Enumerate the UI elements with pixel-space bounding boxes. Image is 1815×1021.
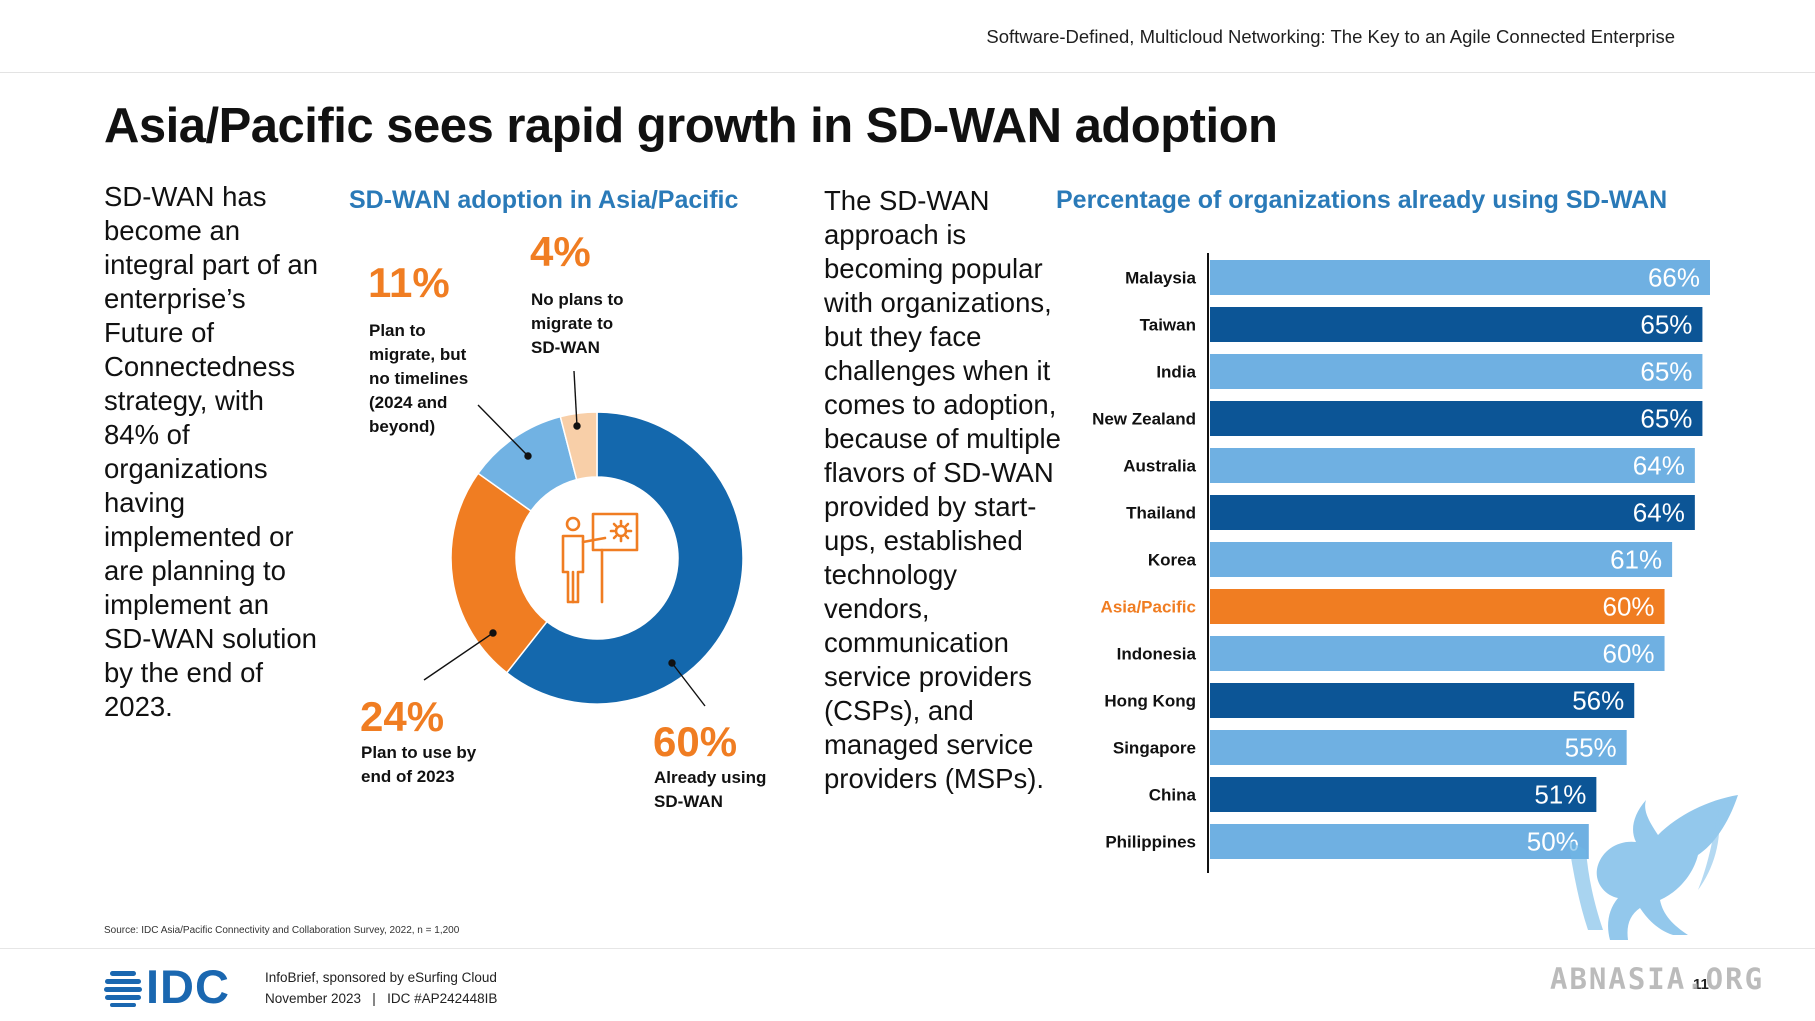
bar-hong-kong bbox=[1210, 683, 1635, 718]
bar-value-label: 60% bbox=[1602, 639, 1654, 669]
bar-rows: Malaysia 66% Taiwan 65% India 65% New Zealand 6… bbox=[1092, 260, 1710, 859]
category-label: Taiwan bbox=[1140, 316, 1196, 335]
leader-dot-60 bbox=[668, 659, 676, 667]
bar-indonesia bbox=[1210, 636, 1665, 671]
donut-leader-lines bbox=[423, 370, 706, 707]
slice-label-11: Plan to migrate, but no timelines (2024 … bbox=[369, 321, 473, 436]
body-paragraph: The SD-WAN approach is becoming popular … bbox=[824, 185, 1061, 794]
category-label: Australia bbox=[1123, 457, 1196, 476]
intro-paragraph: SD-WAN has become an integral part of an… bbox=[104, 181, 319, 722]
slice-label-60: Already using SD-WAN bbox=[654, 768, 771, 811]
griffin-watermark-icon bbox=[1568, 795, 1738, 940]
category-label: Malaysia bbox=[1125, 269, 1196, 288]
category-label: Thailand bbox=[1126, 504, 1196, 523]
bar-korea bbox=[1210, 542, 1673, 577]
donut-slices bbox=[450, 411, 744, 705]
bar-asia-pacific bbox=[1210, 589, 1665, 624]
leader-line-24 bbox=[423, 632, 494, 681]
donut-chart: 11% Plan to migrate, but no timelines (2… bbox=[360, 228, 771, 811]
bar-value-label: 65% bbox=[1640, 310, 1692, 340]
category-label: Korea bbox=[1148, 551, 1197, 570]
leader-dot-24 bbox=[489, 629, 497, 637]
category-label: Philippines bbox=[1105, 833, 1196, 852]
page-title: Asia/Pacific sees rapid growth in SD-WAN… bbox=[104, 99, 1278, 153]
header-divider bbox=[0, 72, 1815, 73]
bar-india bbox=[1210, 354, 1703, 389]
donut-chart-title: SD-WAN adoption in Asia/Pacific bbox=[349, 186, 739, 214]
footer-date-line: November 2023 | IDC #AP242448IB bbox=[265, 991, 498, 1006]
leader-line-4 bbox=[573, 370, 578, 427]
bar-chart-title: Percentage of organizations already usin… bbox=[1056, 186, 1668, 214]
footer-divider bbox=[0, 948, 1815, 949]
bar-australia bbox=[1210, 448, 1695, 483]
slice-value-24: 24% bbox=[360, 693, 444, 740]
slice-label-24: Plan to use by end of 2023 bbox=[361, 743, 481, 786]
category-label: New Zealand bbox=[1092, 410, 1196, 429]
category-label: Asia/Pacific bbox=[1101, 598, 1196, 617]
bar-china bbox=[1210, 777, 1597, 812]
footer-sponsor-line: InfoBrief, sponsored by eSurfing Cloud bbox=[265, 970, 497, 985]
category-label: Indonesia bbox=[1117, 645, 1197, 664]
bar-malaysia bbox=[1210, 260, 1710, 295]
leader-dot-11 bbox=[524, 452, 532, 460]
leader-line-11 bbox=[477, 404, 529, 457]
slice-value-11: 11% bbox=[368, 259, 450, 306]
slice-value-4: 4% bbox=[530, 228, 591, 275]
category-label: China bbox=[1149, 786, 1197, 805]
bar-value-label: 61% bbox=[1610, 545, 1662, 575]
report-title: Software-Defined, Multicloud Networking:… bbox=[986, 26, 1675, 47]
idc-logo-text: IDC bbox=[146, 960, 230, 1013]
footer-info: InfoBrief, sponsored by eSurfing Cloud N… bbox=[265, 967, 497, 1009]
bar-value-label: 56% bbox=[1572, 686, 1624, 716]
bar-value-label: 64% bbox=[1633, 451, 1685, 481]
bar-value-label: 65% bbox=[1640, 404, 1692, 434]
bar-new-zealand bbox=[1210, 401, 1703, 436]
bar-value-label: 66% bbox=[1648, 263, 1700, 293]
page-number: 11 bbox=[1693, 976, 1709, 993]
leader-line-60 bbox=[671, 662, 706, 707]
bar-value-label: 55% bbox=[1565, 733, 1617, 763]
bar-singapore bbox=[1210, 730, 1627, 765]
bar-value-label: 51% bbox=[1534, 780, 1586, 810]
donut-hole bbox=[516, 477, 678, 639]
bar-value-label: 65% bbox=[1640, 357, 1692, 387]
bar-thailand bbox=[1210, 495, 1695, 530]
idc-logo-mark bbox=[104, 971, 142, 1007]
leader-dot-4 bbox=[573, 422, 581, 430]
presentation-icon bbox=[561, 512, 639, 604]
category-label: Singapore bbox=[1113, 739, 1196, 758]
bar-value-label: 60% bbox=[1602, 592, 1654, 622]
source-note: Source: IDC Asia/Pacific Connectivity an… bbox=[104, 925, 460, 936]
category-label: Hong Kong bbox=[1104, 692, 1196, 711]
idc-logo: IDC bbox=[104, 962, 230, 1012]
slice-value-60: 60% bbox=[653, 718, 737, 765]
bar-taiwan bbox=[1210, 307, 1703, 342]
category-label: India bbox=[1156, 363, 1196, 382]
bar-philippines bbox=[1210, 824, 1589, 859]
slice-label-4: No plans to migrate to SD-WAN bbox=[531, 290, 628, 357]
watermark-text: ABNASIA.ORG bbox=[1550, 962, 1765, 996]
bar-chart: Malaysia 66% Taiwan 65% India 65% New Zealand 6… bbox=[1092, 253, 1710, 873]
bar-value-label: 64% bbox=[1633, 498, 1685, 528]
